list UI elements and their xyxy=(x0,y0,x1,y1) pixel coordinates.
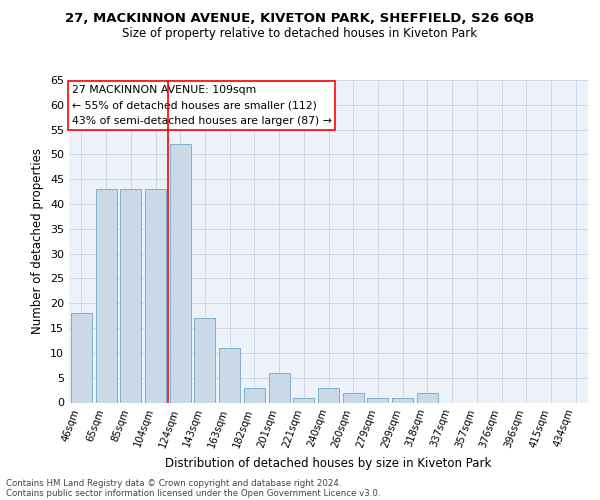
Bar xyxy=(71,313,92,402)
X-axis label: Distribution of detached houses by size in Kiveton Park: Distribution of detached houses by size … xyxy=(166,457,491,470)
Bar xyxy=(293,398,314,402)
Bar xyxy=(343,392,364,402)
Text: Size of property relative to detached houses in Kiveton Park: Size of property relative to detached ho… xyxy=(122,28,478,40)
Text: Contains public sector information licensed under the Open Government Licence v3: Contains public sector information licen… xyxy=(6,488,380,498)
Bar xyxy=(244,388,265,402)
Y-axis label: Number of detached properties: Number of detached properties xyxy=(31,148,44,334)
Bar xyxy=(194,318,215,402)
Bar xyxy=(318,388,339,402)
Text: 27, MACKINNON AVENUE, KIVETON PARK, SHEFFIELD, S26 6QB: 27, MACKINNON AVENUE, KIVETON PARK, SHEF… xyxy=(65,12,535,26)
Bar xyxy=(219,348,240,403)
Bar xyxy=(367,398,388,402)
Bar xyxy=(417,392,438,402)
Bar xyxy=(392,398,413,402)
Text: Contains HM Land Registry data © Crown copyright and database right 2024.: Contains HM Land Registry data © Crown c… xyxy=(6,478,341,488)
Bar xyxy=(269,372,290,402)
Bar xyxy=(95,189,116,402)
Text: 27 MACKINNON AVENUE: 109sqm
← 55% of detached houses are smaller (112)
43% of se: 27 MACKINNON AVENUE: 109sqm ← 55% of det… xyxy=(71,85,331,126)
Bar xyxy=(145,189,166,402)
Bar xyxy=(170,144,191,402)
Bar xyxy=(120,189,141,402)
